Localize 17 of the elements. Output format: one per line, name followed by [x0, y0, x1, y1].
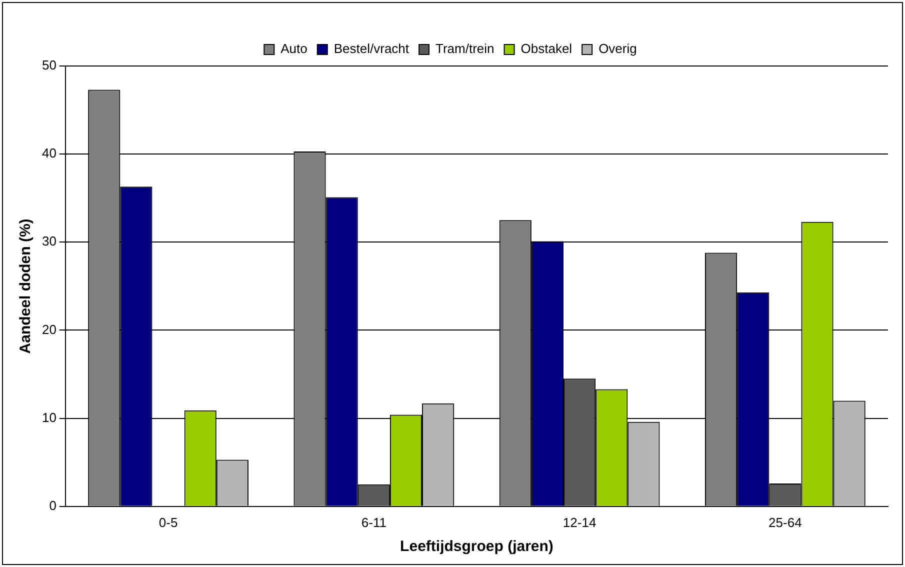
y-tick-label: 20: [42, 322, 56, 337]
legend-label: Obstakel: [520, 41, 572, 56]
legend-label: Auto: [280, 41, 308, 56]
legend-label: Tram/trein: [436, 41, 494, 56]
legend-label: Overig: [598, 41, 637, 56]
y-tick-label: 50: [42, 58, 56, 73]
y-tick-label: 30: [42, 234, 56, 249]
x-tick-label: 25-64: [768, 514, 802, 530]
y-tick-label: 0: [49, 498, 56, 513]
x-tick-label: 6-11: [361, 514, 386, 530]
x-axis-title: Leeftijdsgroep (jaren): [400, 538, 554, 556]
x-tick-label: 12-14: [562, 514, 596, 530]
legend-label: Bestel/vracht: [334, 41, 410, 56]
x-tick-label: 0-5: [158, 514, 178, 530]
y-axis-title: Aandeel doden (%): [17, 218, 34, 354]
y-tick-label: 10: [42, 410, 56, 425]
y-tick-label: 40: [42, 146, 56, 161]
